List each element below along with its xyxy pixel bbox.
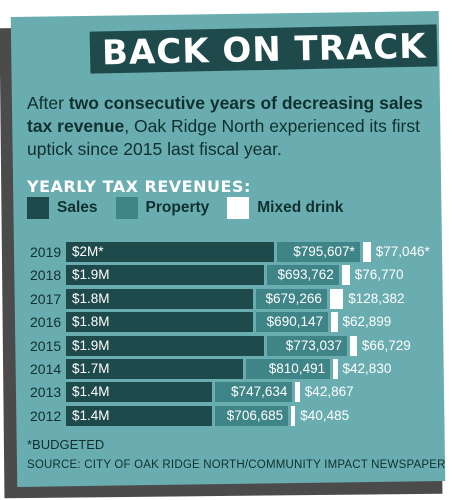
bar-row-2015: 2015 $1.9M $773,037 $66,729 <box>0 335 457 356</box>
value-label-property-2015: $773,037 <box>285 337 342 353</box>
year-label: 2018 <box>30 267 62 284</box>
bar-property-2015 <box>266 335 347 356</box>
intro-bold: two consecutive years of decreasing sale… <box>27 93 423 136</box>
source-line: SOURCE: CITY OF OAK RIDGE NORTH/COMMUNIT… <box>27 459 446 471</box>
value-label-property-2018: $693,762 <box>277 267 334 283</box>
value-label-property-2016: $690,147 <box>266 314 323 330</box>
value-label-property-2017: $679,266 <box>265 290 322 306</box>
year-label: 2014 <box>30 361 62 377</box>
value-label-sales-2018: $1.9M <box>72 267 110 283</box>
bar-row-2013: 2013 $1.4M $747,634 $42,867 <box>0 382 457 403</box>
intro-suffix: , Oak Ridge North experienced its first … <box>27 116 420 159</box>
legend-swatch-mixed-drink <box>227 197 250 219</box>
legend-label-property: Property <box>145 199 210 216</box>
bar-mixed-drink-2017 <box>329 288 344 309</box>
year-label: 2013 <box>30 384 62 401</box>
bar-sales-2016 <box>66 312 254 333</box>
bar-mixed-drink-2012 <box>291 405 296 426</box>
legend-item-sales: Sales <box>27 197 98 219</box>
section-title: YEARLY TAX REVENUES: <box>27 177 251 196</box>
value-label-mixed-drink-2016: $62,899 <box>342 314 392 330</box>
bar-property-2018 <box>266 265 339 286</box>
bar-row-2014: 2014 $1.7M $810,491 $42,830 <box>0 359 457 379</box>
revenue-bar-chart: 2019 $2M* $795,607* $77,046* 2018 $1.9M $693,7… <box>0 242 457 432</box>
value-label-mixed-drink-2015: $66,729 <box>361 337 411 353</box>
value-label-mixed-drink-2017: $128,382 <box>348 290 405 306</box>
value-label-sales-2013: $1.4M <box>72 384 110 400</box>
bar-property-2014 <box>245 359 331 379</box>
bar-row-2012: 2012 $1.4M $706,685 $40,485 <box>0 405 457 426</box>
value-label-mixed-drink-2013: $42,867 <box>304 384 354 400</box>
year-label: 2019 <box>30 244 62 260</box>
intro-text: After two consecutive years of decreasin… <box>27 92 437 161</box>
bar-mixed-drink-2015 <box>349 335 357 356</box>
value-label-sales-2016: $1.8M <box>72 314 110 330</box>
bar-sales-2014 <box>66 359 243 379</box>
bar-mixed-drink-2014 <box>333 359 338 379</box>
bar-mixed-drink-2018 <box>341 265 350 286</box>
value-label-sales-2019: $2M* <box>72 244 104 259</box>
value-label-mixed-drink-2012: $40,485 <box>300 407 350 423</box>
bar-property-2017 <box>256 288 327 309</box>
headline: BACK ON TRACK <box>90 24 438 74</box>
legend-item-mixed-drink: Mixed drink <box>227 197 343 219</box>
bar-sales-2017 <box>66 288 254 309</box>
year-label: 2012 <box>30 407 62 424</box>
legend: Sales Property Mixed drink <box>27 197 361 219</box>
bar-mixed-drink-2019 <box>362 242 371 262</box>
value-label-sales-2012: $1.4M <box>72 407 110 423</box>
footnote: *BUDGETED <box>27 437 105 452</box>
legend-swatch-sales <box>27 197 49 219</box>
value-label-property-2014: $810,491 <box>268 361 326 376</box>
bar-sales-2019 <box>66 242 274 262</box>
value-label-property-2013: $747,634 <box>231 384 288 400</box>
bar-row-2018: 2018 $1.9M $693,762 $76,770 <box>0 265 457 286</box>
bar-sales-2015 <box>66 335 264 356</box>
bar-sales-2018 <box>66 265 264 286</box>
bar-mixed-drink-2013 <box>295 382 300 403</box>
legend-swatch-property <box>115 197 138 219</box>
year-label: 2016 <box>30 314 62 331</box>
value-label-sales-2015: $1.9M <box>72 337 110 353</box>
bar-mixed-drink-2016 <box>330 312 338 333</box>
bar-property-2012 <box>214 405 289 426</box>
value-label-property-2012: $706,685 <box>226 407 284 423</box>
bar-property-2013 <box>214 382 293 403</box>
intro-prefix: After <box>27 93 69 113</box>
year-label: 2017 <box>30 290 62 307</box>
bar-property-2019 <box>277 242 360 262</box>
value-label-sales-2017: $1.8M <box>72 290 110 306</box>
value-label-mixed-drink-2018: $76,770 <box>354 267 404 283</box>
bar-sales-2013 <box>66 382 212 403</box>
value-label-property-2019: $795,607* <box>293 244 355 259</box>
legend-item-property: Property <box>115 197 210 219</box>
legend-label-mixed-drink: Mixed drink <box>257 199 344 216</box>
bar-row-2016: 2016 $1.8M $690,147 $62,899 <box>0 312 457 333</box>
bar-sales-2012 <box>66 405 212 426</box>
year-label: 2015 <box>30 337 62 354</box>
value-label-mixed-drink-2019: $77,046* <box>375 244 430 259</box>
legend-label-sales: Sales <box>57 199 98 216</box>
value-label-sales-2014: $1.7M <box>72 361 110 376</box>
bar-row-2019: 2019 $2M* $795,607* $77,046* <box>0 242 457 262</box>
bar-property-2016 <box>256 312 328 333</box>
bar-row-2017: 2017 $1.8M $679,266 $128,382 <box>0 288 457 309</box>
value-label-mixed-drink-2014: $42,830 <box>342 361 392 376</box>
